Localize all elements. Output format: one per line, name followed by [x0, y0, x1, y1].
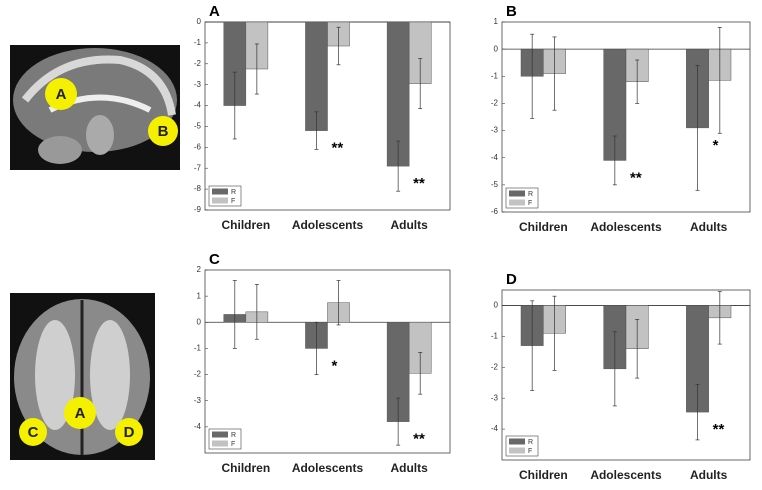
x-tick-label: Adults — [390, 218, 428, 232]
chart-title: A — [209, 3, 220, 20]
y-tick-label: -5 — [491, 180, 499, 189]
y-tick-label: -1 — [491, 331, 499, 340]
annotation: ** — [713, 421, 725, 438]
y-tick-label: -2 — [194, 370, 202, 379]
y-tick-label: -1 — [194, 38, 202, 47]
annotation: * — [332, 357, 338, 374]
image-label: D — [124, 424, 135, 441]
y-tick-label: -2 — [491, 362, 499, 371]
y-tick-label: -6 — [194, 142, 202, 151]
y-tick-label: -3 — [194, 396, 202, 405]
image-label: C — [28, 424, 39, 441]
legend-swatch — [509, 199, 525, 206]
y-tick-label: -5 — [194, 122, 202, 131]
legend-swatch — [509, 447, 525, 454]
image-label: A — [75, 405, 86, 422]
y-tick-label: -4 — [491, 424, 499, 433]
legend-label: R — [231, 189, 236, 196]
x-tick-label: Children — [519, 468, 568, 482]
x-tick-label: Adolescents — [292, 218, 364, 232]
legend-label: F — [528, 448, 532, 455]
y-tick-label: 0 — [494, 301, 499, 310]
legend-swatch — [212, 197, 228, 204]
x-tick-label: Children — [519, 220, 568, 234]
legend-swatch — [212, 188, 228, 195]
x-tick-label: Adults — [690, 468, 728, 482]
legend-label: R — [528, 439, 533, 446]
y-tick-label: -6 — [491, 207, 499, 216]
legend-label: F — [231, 198, 235, 205]
y-tick-label: -2 — [491, 99, 499, 108]
sagittal-image: A B — [10, 45, 180, 170]
y-tick-label: -4 — [491, 153, 499, 162]
annotation: ** — [630, 169, 642, 186]
x-tick-label: Children — [221, 461, 270, 475]
y-tick-label: -4 — [194, 101, 202, 110]
x-tick-label: Adolescents — [590, 468, 662, 482]
annotation: ** — [332, 140, 344, 157]
y-tick-label: 1 — [494, 17, 499, 26]
axial-image: A C D — [10, 293, 155, 460]
x-tick-label: Adults — [690, 220, 728, 234]
y-tick-label: -4 — [194, 422, 202, 431]
legend-label: R — [231, 432, 236, 439]
legend-swatch — [212, 431, 228, 438]
legend-swatch — [212, 440, 228, 447]
legend-swatch — [509, 438, 525, 445]
legend-label: R — [528, 191, 533, 198]
y-tick-label: 0 — [197, 17, 202, 26]
y-tick-label: 0 — [494, 44, 499, 53]
y-tick-label: 2 — [197, 265, 202, 274]
x-tick-label: Children — [221, 218, 270, 232]
legend-swatch — [509, 190, 525, 197]
y-tick-label: 1 — [197, 291, 202, 300]
legend-label: F — [231, 441, 235, 448]
y-tick-label: -2 — [194, 59, 202, 68]
y-tick-label: -8 — [194, 184, 202, 193]
annotation: * — [713, 137, 719, 154]
annotation: ** — [413, 431, 425, 448]
image-label: B — [158, 123, 169, 140]
y-tick-label: 0 — [197, 317, 202, 326]
y-tick-label: -9 — [194, 205, 202, 214]
y-tick-label: -1 — [194, 344, 202, 353]
chart-title: C — [209, 251, 220, 268]
y-tick-label: -3 — [491, 126, 499, 135]
x-tick-label: Adults — [390, 461, 428, 475]
annotation: ** — [413, 175, 425, 192]
y-tick-label: -1 — [491, 71, 499, 80]
legend-label: F — [528, 200, 532, 207]
chart-title: D — [506, 271, 517, 288]
image-label: A — [56, 86, 67, 103]
y-tick-label: -7 — [194, 163, 202, 172]
chart-title: B — [506, 3, 517, 20]
y-tick-label: -3 — [491, 393, 499, 402]
y-tick-label: -3 — [194, 80, 202, 89]
x-tick-label: Adolescents — [292, 461, 364, 475]
x-tick-label: Adolescents — [590, 220, 662, 234]
